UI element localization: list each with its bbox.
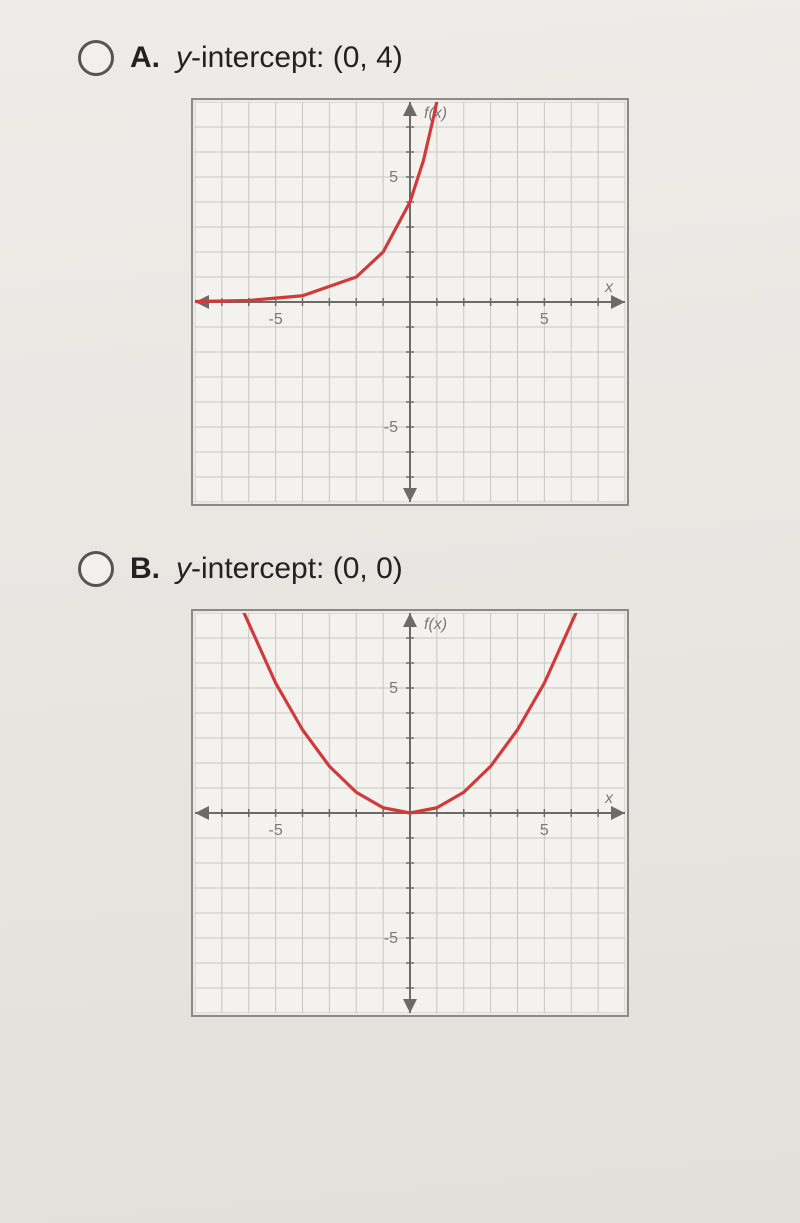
option-b-text: y-intercept: (0, 0)	[176, 552, 403, 586]
chart-b: -5 5 5 -5 f(x) x	[195, 613, 625, 1013]
svg-text:5: 5	[389, 169, 398, 186]
chart-a-frame: -555-5f(x)x	[191, 98, 629, 506]
option-a-header[interactable]: A. y-intercept: (0, 4)	[78, 40, 750, 76]
radio-a[interactable]	[78, 40, 114, 76]
svg-text:x: x	[604, 279, 614, 296]
chart-b-wrap: -5 5 5 -5 f(x) x	[70, 609, 750, 1017]
option-b-var: y	[176, 552, 191, 585]
option-a-text: y-intercept: (0, 4)	[176, 41, 403, 75]
option-b-rest: -intercept: (0, 0)	[191, 552, 403, 585]
option-b-header[interactable]: B. y-intercept: (0, 0)	[78, 551, 750, 587]
chart-b-frame: -5 5 5 -5 f(x) x	[191, 609, 629, 1017]
chart-a: -555-5f(x)x	[195, 102, 625, 502]
option-a-rest: -intercept: (0, 4)	[191, 41, 403, 74]
chart-a-wrap: -555-5f(x)x	[70, 98, 750, 506]
svg-text:5: 5	[389, 680, 398, 697]
option-a-var: y	[176, 41, 191, 74]
radio-b[interactable]	[78, 551, 114, 587]
svg-text:-5: -5	[269, 311, 283, 328]
svg-text:x: x	[604, 790, 614, 807]
option-a-letter: A.	[130, 41, 160, 75]
question-page: A. y-intercept: (0, 4) -555-5f(x)x B. y-…	[0, 0, 800, 1223]
svg-text:-5: -5	[269, 822, 283, 839]
svg-text:f(x): f(x)	[424, 616, 447, 633]
option-b: B. y-intercept: (0, 0) -5 5 5 -5 f(x) x	[70, 551, 750, 1017]
option-b-letter: B.	[130, 552, 160, 586]
option-a: A. y-intercept: (0, 4) -555-5f(x)x	[70, 40, 750, 506]
svg-text:-5: -5	[384, 930, 398, 947]
svg-text:5: 5	[540, 311, 549, 328]
svg-text:-5: -5	[384, 419, 398, 436]
svg-text:5: 5	[540, 822, 549, 839]
